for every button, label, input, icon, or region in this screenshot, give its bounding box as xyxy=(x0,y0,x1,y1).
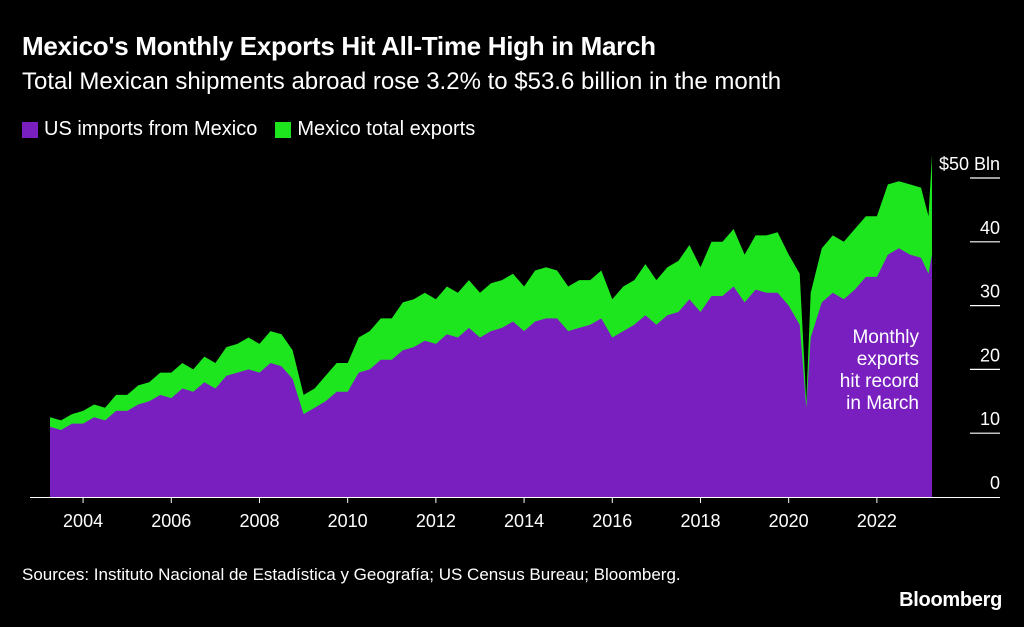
x-tick-label-2014: 2014 xyxy=(504,511,544,531)
y-tick-label-10: 10 xyxy=(980,409,1000,429)
x-tick-label-2016: 2016 xyxy=(592,511,632,531)
x-tick-label-2006: 2006 xyxy=(151,511,191,531)
y-tick-label-40: 40 xyxy=(980,218,1000,238)
legend-label-mexico-exports: Mexico total exports xyxy=(297,118,476,140)
y-tick-label-50: $50 Bln xyxy=(939,154,1000,174)
x-tick-label-2018: 2018 xyxy=(680,511,720,531)
legend-swatch-purple xyxy=(22,121,38,138)
x-tick-label-2022: 2022 xyxy=(857,511,897,531)
bloomberg-logo: Bloomberg xyxy=(899,589,1002,611)
legend-swatch-green xyxy=(275,121,292,138)
annotation-line: Monthly xyxy=(852,327,919,348)
legend-item-mexico-exports: Mexico total exports xyxy=(275,118,475,141)
x-tick-label-2010: 2010 xyxy=(328,511,368,531)
legend: US imports from Mexico Mexico total expo… xyxy=(22,118,493,141)
x-tick-label-2004: 2004 xyxy=(63,511,103,531)
y-tick-label-30: 30 xyxy=(980,282,1000,302)
annotation-line: in March xyxy=(846,393,919,414)
legend-label-us-imports: US imports from Mexico xyxy=(44,118,258,140)
chart-title: Mexico's Monthly Exports Hit All-Time Hi… xyxy=(22,31,656,61)
source-note: Sources: Instituto Nacional de Estadísti… xyxy=(22,565,681,584)
series-area-us-imports xyxy=(50,248,932,497)
y-tick-label-20: 20 xyxy=(980,345,1000,365)
x-tick-label-2008: 2008 xyxy=(239,511,279,531)
y-tick-label-0: 0 xyxy=(990,473,1000,493)
annotation-line: hit record xyxy=(840,371,919,392)
x-tick-label-2012: 2012 xyxy=(416,511,456,531)
chart-subtitle: Total Mexican shipments abroad rose 3.2%… xyxy=(22,68,782,95)
annotation-line: exports xyxy=(857,349,919,370)
legend-item-us-imports: US imports from Mexico xyxy=(22,118,257,141)
annotation-record-march: Monthly exports hit record in March xyxy=(840,327,920,414)
x-tick-label-2020: 2020 xyxy=(769,511,809,531)
